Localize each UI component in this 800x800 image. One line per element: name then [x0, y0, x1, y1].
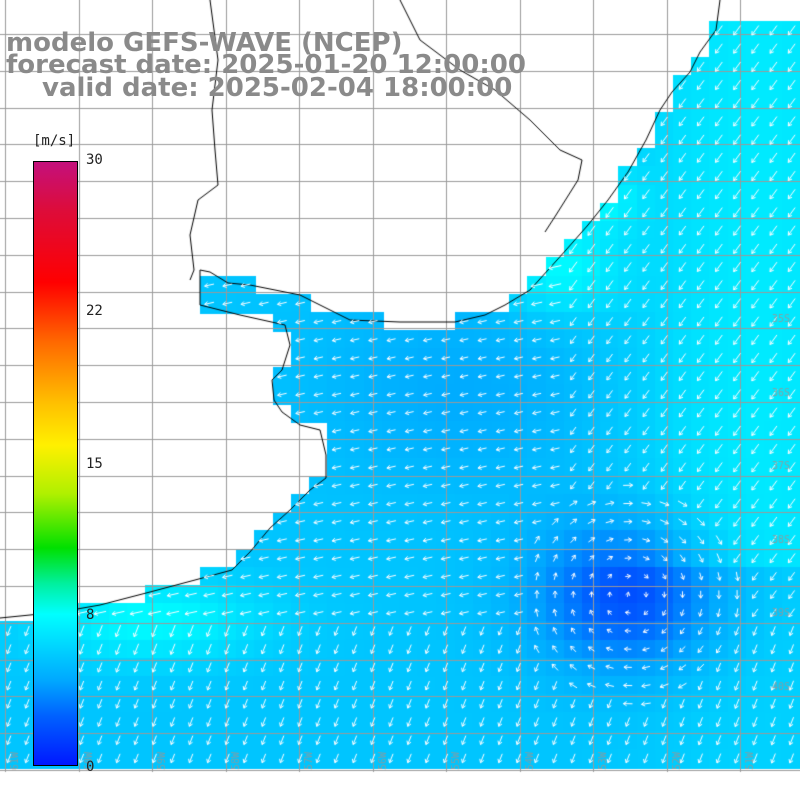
colorbar-tick-22: 22: [86, 303, 103, 319]
forecast-date: forecast date: 2025-01-20 12:00:00: [6, 50, 526, 80]
colorbar-unit-label: [m/s]: [33, 133, 76, 149]
colorbar-tick-30: 30: [86, 152, 103, 168]
valid-date: valid date: 2025-02-04 18:00:00: [42, 73, 513, 103]
model-title: modelo GEFS-WAVE (NCEP): [6, 28, 403, 58]
colorbar-tick-0: 0: [86, 759, 95, 775]
colorbar-tick-15: 15: [86, 456, 103, 472]
colorbar: [33, 161, 78, 766]
colorbar-tick-8: 8: [86, 607, 95, 623]
